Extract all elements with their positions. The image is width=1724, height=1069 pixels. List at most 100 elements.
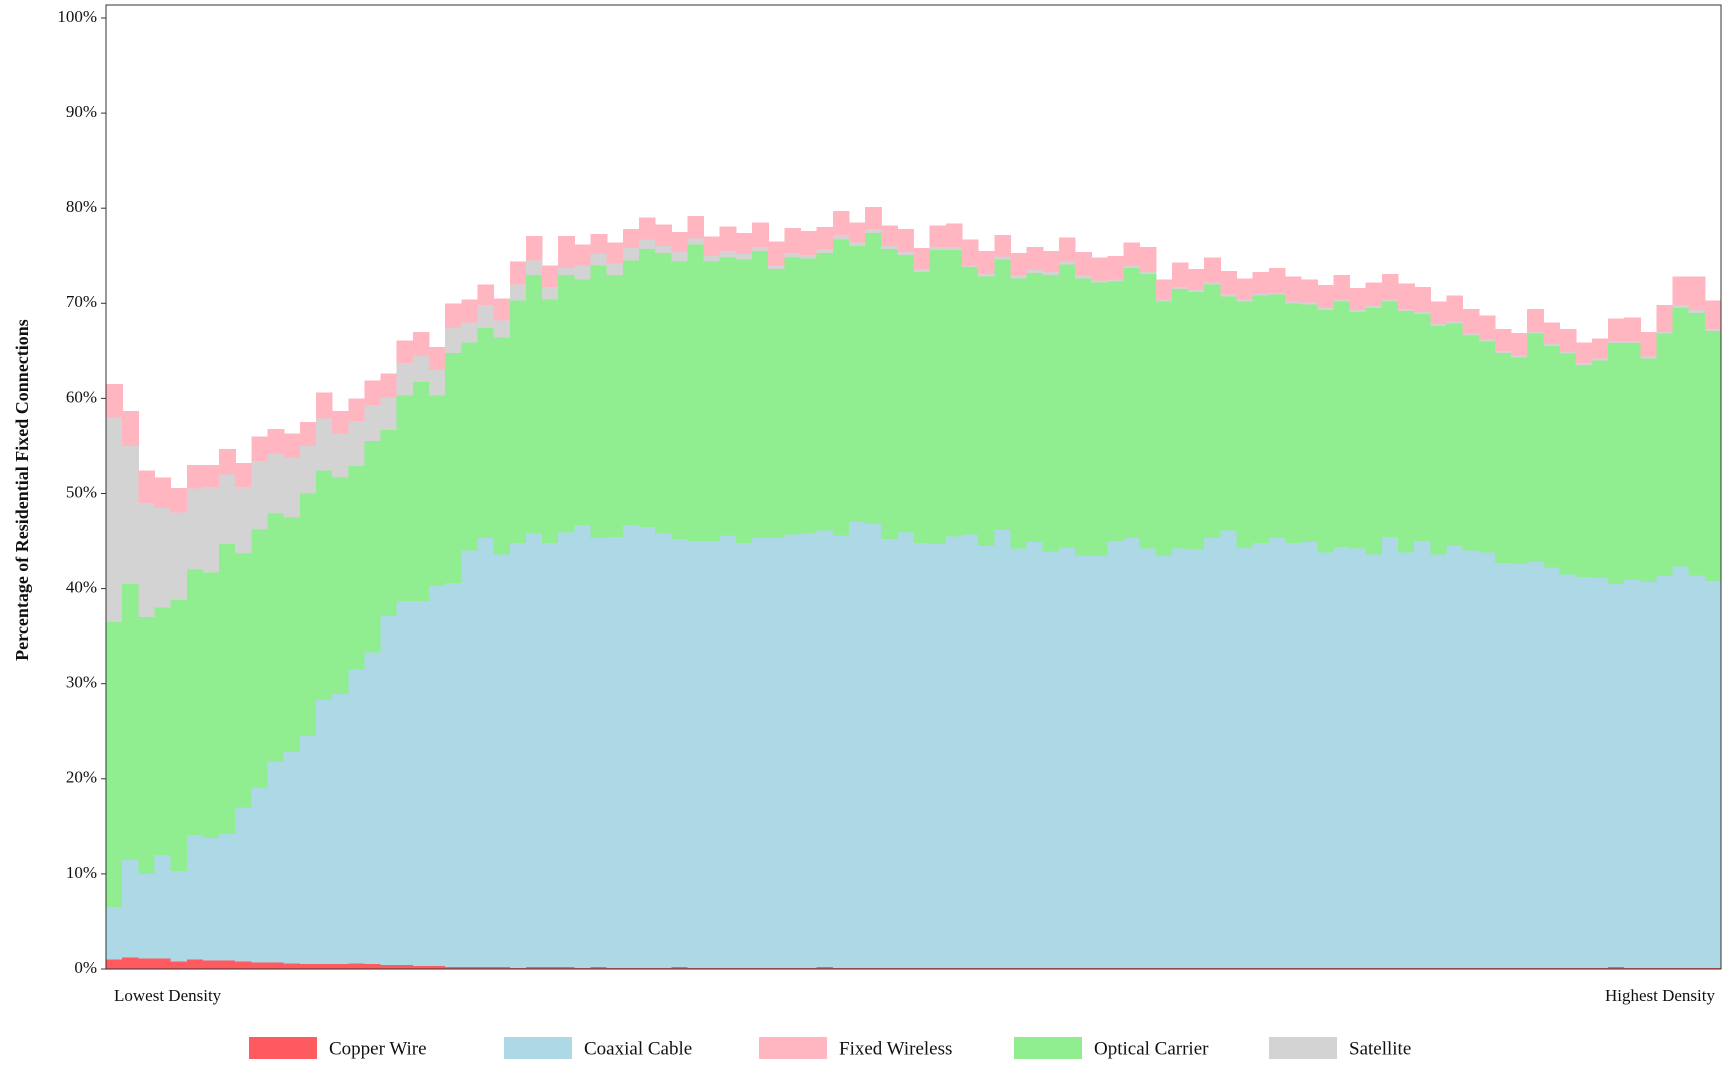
area-segment xyxy=(687,244,705,542)
area-segment xyxy=(1656,333,1674,577)
area-segment xyxy=(719,226,737,251)
area-segment xyxy=(186,569,204,835)
area-segment xyxy=(735,232,753,254)
area-segment xyxy=(1381,273,1399,300)
area-segment xyxy=(542,299,559,543)
area-segment xyxy=(784,228,802,253)
area-segment xyxy=(897,251,915,255)
area-segment xyxy=(509,542,527,969)
y-tick-label: 10% xyxy=(66,863,97,882)
area-segment xyxy=(525,260,543,275)
area-segment xyxy=(1527,309,1544,332)
area-segment xyxy=(1575,363,1593,366)
area-segment xyxy=(493,554,511,968)
area-segment xyxy=(1430,554,1448,969)
area-segment xyxy=(138,617,156,874)
area-segment xyxy=(558,274,575,533)
area-segment xyxy=(412,331,430,356)
area-segment xyxy=(1220,530,1238,969)
area-segment xyxy=(832,535,850,969)
area-segment xyxy=(1591,358,1609,361)
area-segment xyxy=(170,961,188,969)
area-segment xyxy=(154,477,172,508)
area-segment xyxy=(235,961,252,969)
area-segment xyxy=(590,253,608,266)
area-segment xyxy=(800,254,818,259)
area-segment xyxy=(299,445,317,494)
area-segment xyxy=(1414,313,1431,542)
area-segment xyxy=(154,958,172,969)
area-segment xyxy=(1607,318,1625,342)
area-segment xyxy=(1511,355,1528,358)
area-segment xyxy=(1123,268,1141,539)
area-segment xyxy=(477,284,495,306)
area-segment xyxy=(1527,561,1544,969)
area-segment xyxy=(1398,283,1415,310)
area-segment xyxy=(380,616,398,966)
area-segment xyxy=(445,303,462,329)
area-segment xyxy=(315,470,333,700)
area-segment xyxy=(961,267,979,535)
area-segment xyxy=(574,244,592,266)
area-segment xyxy=(1559,353,1577,575)
area-segment xyxy=(122,445,139,584)
area-segment xyxy=(1398,310,1415,553)
area-segment xyxy=(509,284,527,301)
area-segment xyxy=(1478,552,1496,969)
x-tick-label: Lowest Density xyxy=(114,986,222,1005)
area-segment xyxy=(348,465,365,670)
area-segment xyxy=(1656,331,1674,334)
area-segment xyxy=(865,523,882,969)
area-segment xyxy=(1398,309,1415,311)
area-segment xyxy=(1446,321,1464,324)
area-segment xyxy=(1656,576,1674,969)
area-segment xyxy=(929,543,947,969)
area-segment xyxy=(1026,542,1044,969)
area-segment xyxy=(202,837,220,961)
area-segment xyxy=(978,273,995,277)
area-segment xyxy=(848,522,866,969)
area-segment xyxy=(622,260,640,525)
area-segment xyxy=(1107,281,1125,542)
area-segment xyxy=(299,422,317,446)
area-segment xyxy=(348,398,365,422)
area-segment xyxy=(1688,312,1706,576)
area-segment xyxy=(1640,331,1657,357)
area-segment xyxy=(671,231,688,252)
area-segment xyxy=(1010,275,1028,279)
area-segment xyxy=(1704,300,1722,329)
area-segment xyxy=(832,234,850,240)
area-segment xyxy=(1204,257,1221,283)
area-segment xyxy=(752,247,769,251)
area-segment xyxy=(477,967,495,969)
area-segment xyxy=(1511,357,1528,564)
area-segment xyxy=(380,373,398,398)
area-segment xyxy=(1268,294,1286,539)
area-segment xyxy=(525,967,543,969)
area-segment xyxy=(1607,583,1625,968)
area-segment xyxy=(816,252,834,531)
area-segment xyxy=(1252,271,1270,294)
area-segment xyxy=(1220,270,1238,295)
area-segment xyxy=(186,464,204,489)
area-segment xyxy=(1301,542,1318,969)
area-segment xyxy=(396,363,414,396)
area-segment xyxy=(735,542,753,969)
legend-swatch xyxy=(1269,1037,1337,1059)
area-segment xyxy=(1543,346,1561,568)
area-segment xyxy=(138,503,156,618)
area-segment xyxy=(299,493,317,737)
area-segment xyxy=(913,269,931,272)
area-segment xyxy=(251,962,269,969)
area-segment xyxy=(332,477,349,695)
area-segment xyxy=(1511,332,1528,356)
area-segment xyxy=(897,229,915,252)
area-segment xyxy=(1268,268,1286,293)
area-segment xyxy=(1365,282,1383,307)
area-segment xyxy=(525,533,543,968)
area-segment xyxy=(509,300,527,543)
area-segment xyxy=(655,533,672,969)
area-segment xyxy=(235,463,252,487)
area-segment xyxy=(735,259,753,543)
